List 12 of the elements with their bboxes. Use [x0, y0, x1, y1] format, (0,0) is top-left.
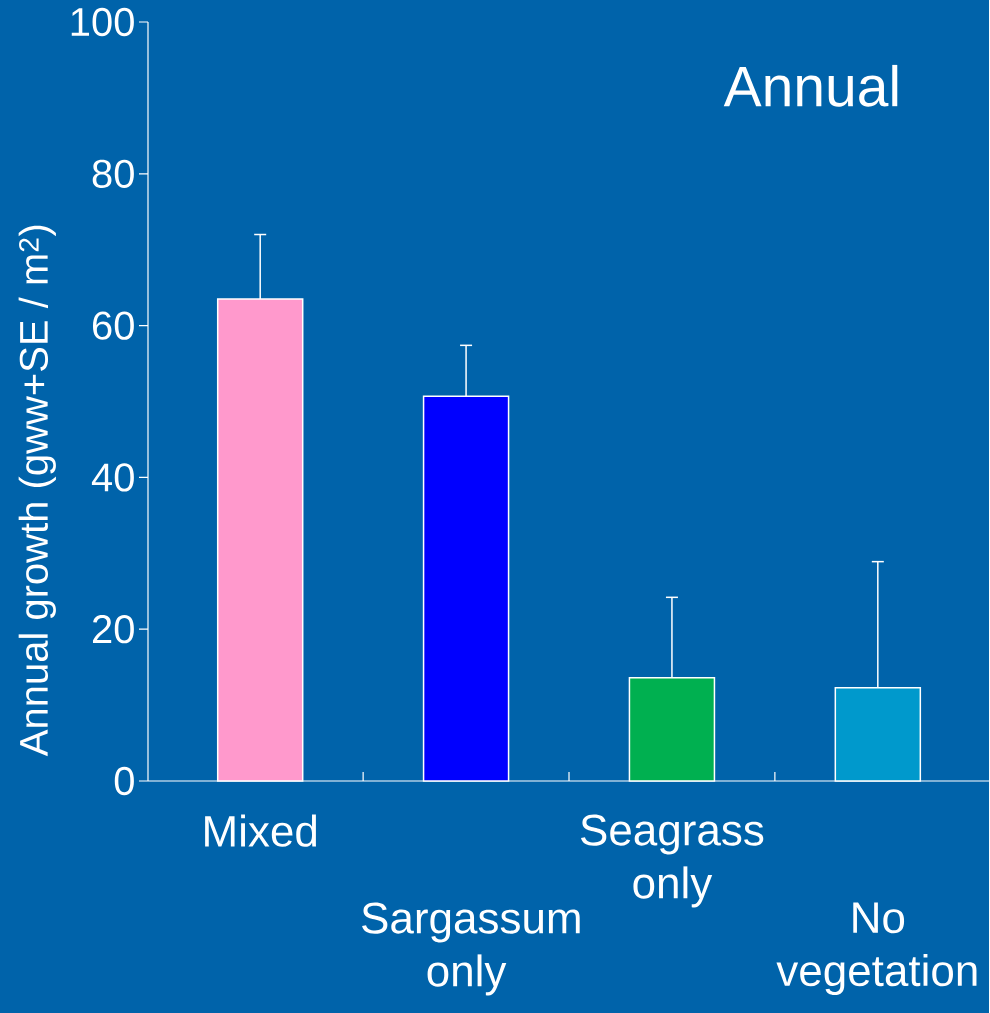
x-tick-label: Seagrass only [581, 814, 764, 908]
y-tick-label: 40 [92, 463, 135, 492]
y-tick-label: 80 [92, 159, 135, 188]
text: Annual [723, 64, 898, 107]
x-tick-label: No vegetation [776, 902, 977, 995]
x-tick-label: Sargassum only [362, 902, 580, 996]
y-tick-label: 20 [93, 615, 135, 644]
y-tick-label: 0 [114, 766, 135, 796]
x-tick-label: Mixed [205, 814, 317, 847]
y-axis-title: Annual growth (gww+SE / m$^{2}$) [18, 225, 57, 757]
y-tick-label: 100 [71, 7, 135, 37]
y-tick-label: 60 [93, 311, 135, 340]
